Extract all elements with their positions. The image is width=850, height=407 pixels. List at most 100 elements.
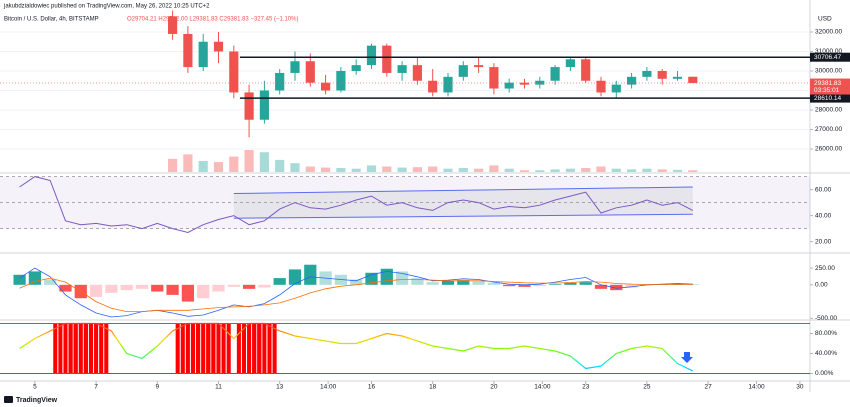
y-tick-label: 20.00 <box>815 238 832 245</box>
histogram-bar <box>304 264 317 285</box>
candle-body <box>412 65 422 81</box>
volume-bar <box>519 170 530 172</box>
histogram-bar <box>533 284 546 287</box>
volume-bar <box>290 163 300 172</box>
currency: USD <box>818 16 832 23</box>
countdown-label: 03:35:01 <box>814 87 840 94</box>
histogram-bar <box>227 284 240 287</box>
overbought-bar <box>83 323 88 374</box>
histogram-bar <box>135 284 149 289</box>
histogram-bar <box>44 279 57 285</box>
candle-body <box>198 41 208 68</box>
candle-body <box>351 65 361 71</box>
histogram-bar <box>411 278 424 285</box>
x-tick-label: 27 <box>704 384 712 391</box>
candle-body <box>550 67 560 81</box>
histogram-bar <box>166 284 179 295</box>
candle-body <box>259 90 269 120</box>
price-label-box <box>810 52 850 62</box>
rsi-line <box>19 176 694 234</box>
volume-bar <box>458 168 468 172</box>
candle-body <box>688 76 698 84</box>
volume-bar <box>183 154 193 172</box>
overbought-bar <box>236 323 241 374</box>
candle-body <box>366 45 377 66</box>
candle-body <box>672 76 683 79</box>
overbought-bar <box>58 323 63 374</box>
histogram-bar <box>579 282 592 285</box>
y-tick-label: 0.00 <box>815 282 828 289</box>
overbought-bar <box>104 323 109 374</box>
y-tick-label: 60.00 <box>815 186 832 193</box>
histogram-bar <box>610 284 623 291</box>
histogram-bar <box>472 281 485 285</box>
histogram-bar <box>89 284 103 297</box>
overbought-bar <box>211 323 216 374</box>
last-price-box <box>810 78 850 95</box>
candle-body <box>213 41 224 52</box>
volume-bar <box>336 168 346 172</box>
x-tick-label: 25 <box>643 384 651 391</box>
channel-fill <box>233 187 693 219</box>
volume-bar <box>657 169 667 172</box>
candle-body <box>489 67 499 89</box>
volume-bar <box>198 161 208 172</box>
overbought-bar <box>267 323 272 374</box>
candle-body <box>565 59 575 68</box>
x-tick-label: 5 <box>33 384 37 391</box>
volume-bar <box>428 166 438 172</box>
channel-line <box>233 213 693 219</box>
overbought-bar <box>262 323 267 374</box>
histogram-bar <box>105 284 118 293</box>
volume-bar <box>627 169 637 172</box>
candle-body <box>458 65 468 77</box>
volume-bar <box>443 168 453 172</box>
volume-bar <box>688 170 698 172</box>
candle-body <box>244 92 254 120</box>
volume-bar <box>366 165 377 172</box>
x-tick-label: 9 <box>155 384 159 391</box>
candle-body <box>504 82 514 89</box>
x-tick-label: 16 <box>368 384 376 391</box>
y-tick-label: 250.00 <box>815 265 835 272</box>
y-tick-label: 27000.00 <box>815 126 842 133</box>
histogram-bar <box>426 282 439 285</box>
overbought-bar <box>221 323 226 374</box>
histogram-bar <box>242 284 256 289</box>
channel-line <box>233 186 693 194</box>
overbought-bar <box>272 323 277 374</box>
histogram-bar <box>197 284 210 299</box>
volume-bar <box>321 167 331 172</box>
histogram-bar <box>288 269 302 285</box>
histogram-bar <box>503 284 516 287</box>
candle-body <box>657 70 667 79</box>
logo-icon <box>4 396 13 403</box>
symbol: Bitcoin / U.S. Dollar, 4h, BITSTAMP <box>4 17 99 23</box>
candle-body <box>596 80 606 93</box>
volume-bar <box>397 167 407 172</box>
x-tick-label: 14:00 <box>320 384 337 391</box>
overbought-bar <box>73 323 78 374</box>
histogram-bar <box>441 280 455 285</box>
volume-bar <box>412 167 422 172</box>
candle-body <box>474 65 484 68</box>
histogram-bar <box>487 282 501 285</box>
overbought-bar <box>175 323 180 374</box>
overbought-bar <box>247 323 252 374</box>
y-tick-label: 31000.00 <box>815 48 842 55</box>
overbought-bar <box>216 323 221 374</box>
histogram-bar <box>28 271 42 285</box>
overbought-bar <box>201 323 206 374</box>
overbought-bar <box>78 323 83 374</box>
y-tick-label: 30000.00 <box>815 68 842 75</box>
volume-bar <box>229 156 239 172</box>
overbought-bar <box>94 323 99 374</box>
y-tick-label: 26000.00 <box>815 146 842 153</box>
volume-bar <box>213 162 224 172</box>
candle-body <box>275 72 285 91</box>
y-tick-label: 40.00% <box>815 350 837 357</box>
ohlc: O29704.21 H29712.00 L29381.83 C29381.83 … <box>127 17 298 23</box>
x-tick-label: 14:00 <box>748 384 765 391</box>
